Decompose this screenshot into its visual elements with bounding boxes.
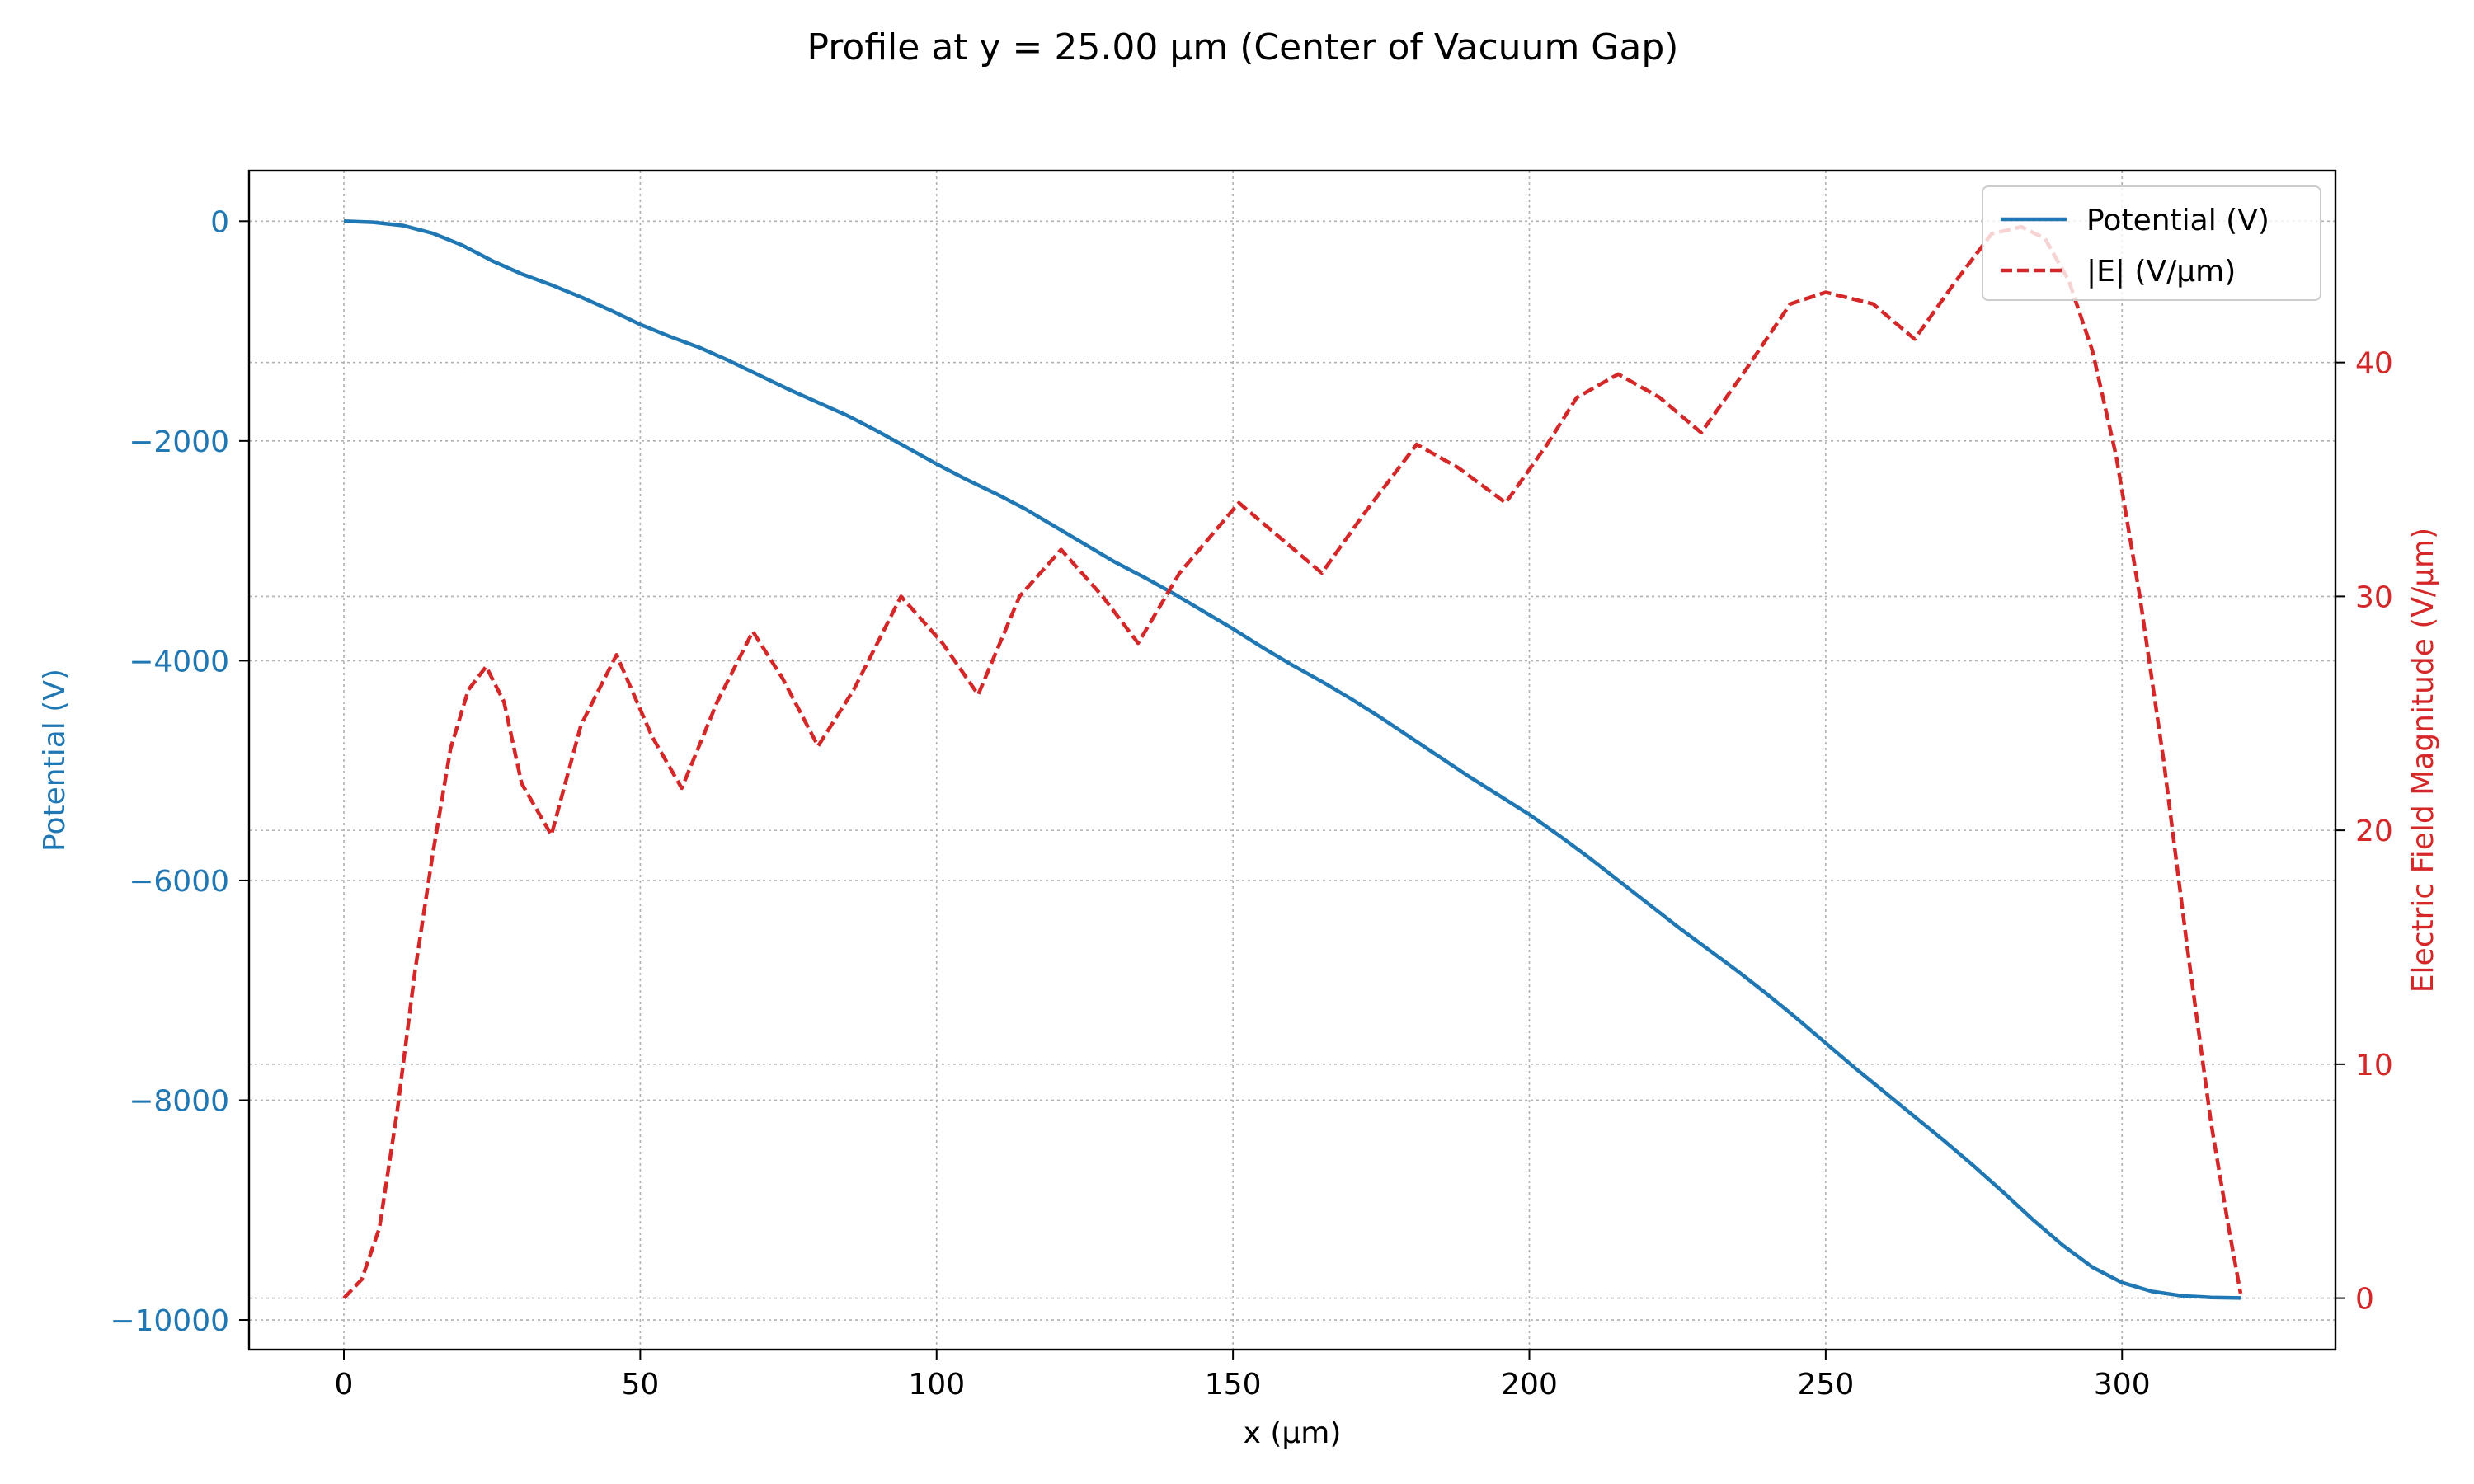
right-y-tick-label: 10 [2355,1049,2393,1082]
efield-series-line [342,224,2243,1300]
left-y-tick-label: −6000 [129,865,229,899]
right-y-axis-label: Electric Field Magnitude (V/µm) [2406,528,2440,993]
left-y-tick-label: −4000 [129,645,229,679]
x-tick-label: 200 [1501,1368,1558,1402]
x-axis-label: x (µm) [1244,1416,1342,1450]
legend: Potential (V) |E| (V/µm) [1982,186,2321,301]
left-y-tick-label: −10000 [110,1304,229,1338]
left-y-axis-label: Potential (V) [38,669,72,852]
plot-frame [247,169,2337,1351]
right-y-tick-label: 40 [2355,347,2393,381]
left-y-tick-label: −8000 [129,1084,229,1118]
legend-potential-label: Potential (V) [2086,204,2269,237]
left-y-tick-label: 0 [210,205,229,239]
x-tick-label: 50 [621,1368,659,1402]
right-y-tick-label: 0 [2355,1283,2374,1317]
x-tick-label: 150 [1205,1368,1262,1402]
x-tick-label: 0 [335,1368,354,1402]
left-y-tick-label: −2000 [129,425,229,459]
right-y-tick-label: 30 [2355,580,2393,614]
legend-box [1982,186,2321,301]
chart-title: Profile at y = 25.00 µm (Center of Vacuu… [807,26,1679,68]
x-tick-label: 300 [2094,1368,2151,1402]
x-tick-label: 100 [908,1368,965,1402]
right-y-tick-label: 20 [2355,815,2393,848]
axes-layer: 0 50 100 150 200 250 3000−2000−4000−6000−8000−… [110,169,2393,1402]
legend-efield-label: |E| (V/µm) [2086,255,2236,289]
potential-series-line [343,219,2241,1300]
series-layer [342,219,2243,1300]
x-tick-label: 250 [1798,1368,1855,1402]
grid-layer [249,171,2335,1350]
